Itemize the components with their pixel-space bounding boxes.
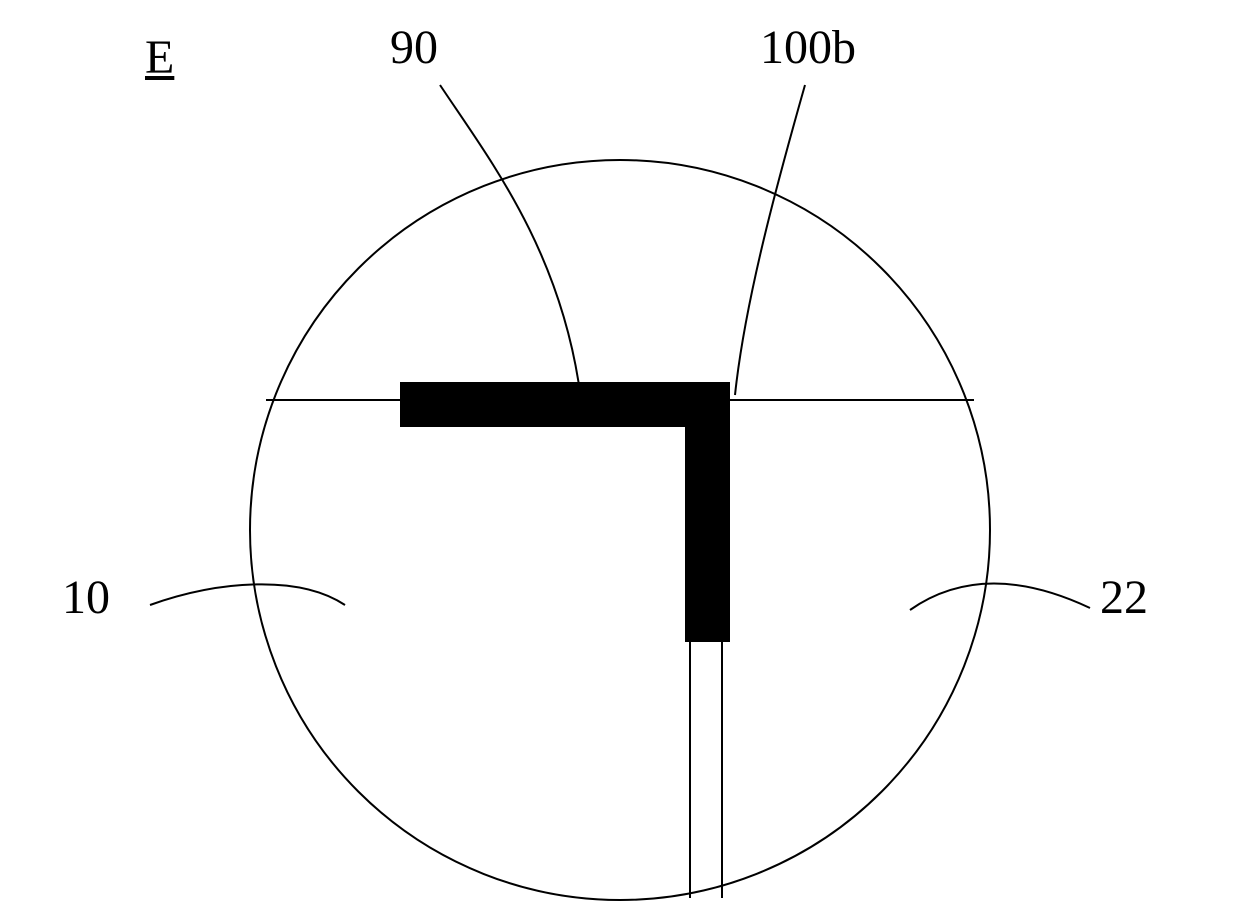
l-shape-horizontal [400, 382, 730, 427]
leader-line-22 [910, 583, 1090, 610]
callout-label-90: 90 [390, 20, 438, 75]
detail-circle [250, 160, 990, 900]
technical-diagram [0, 0, 1240, 912]
leader-line-10 [150, 584, 345, 605]
callout-label-10: 10 [62, 570, 110, 625]
callout-label-22: 22 [1100, 570, 1148, 625]
leader-line-100b [735, 85, 805, 395]
l-shape-vertical [685, 382, 730, 642]
callout-label-100b: 100b [760, 20, 856, 75]
figure-label-E: E [145, 30, 174, 85]
leader-line-90 [440, 85, 580, 392]
